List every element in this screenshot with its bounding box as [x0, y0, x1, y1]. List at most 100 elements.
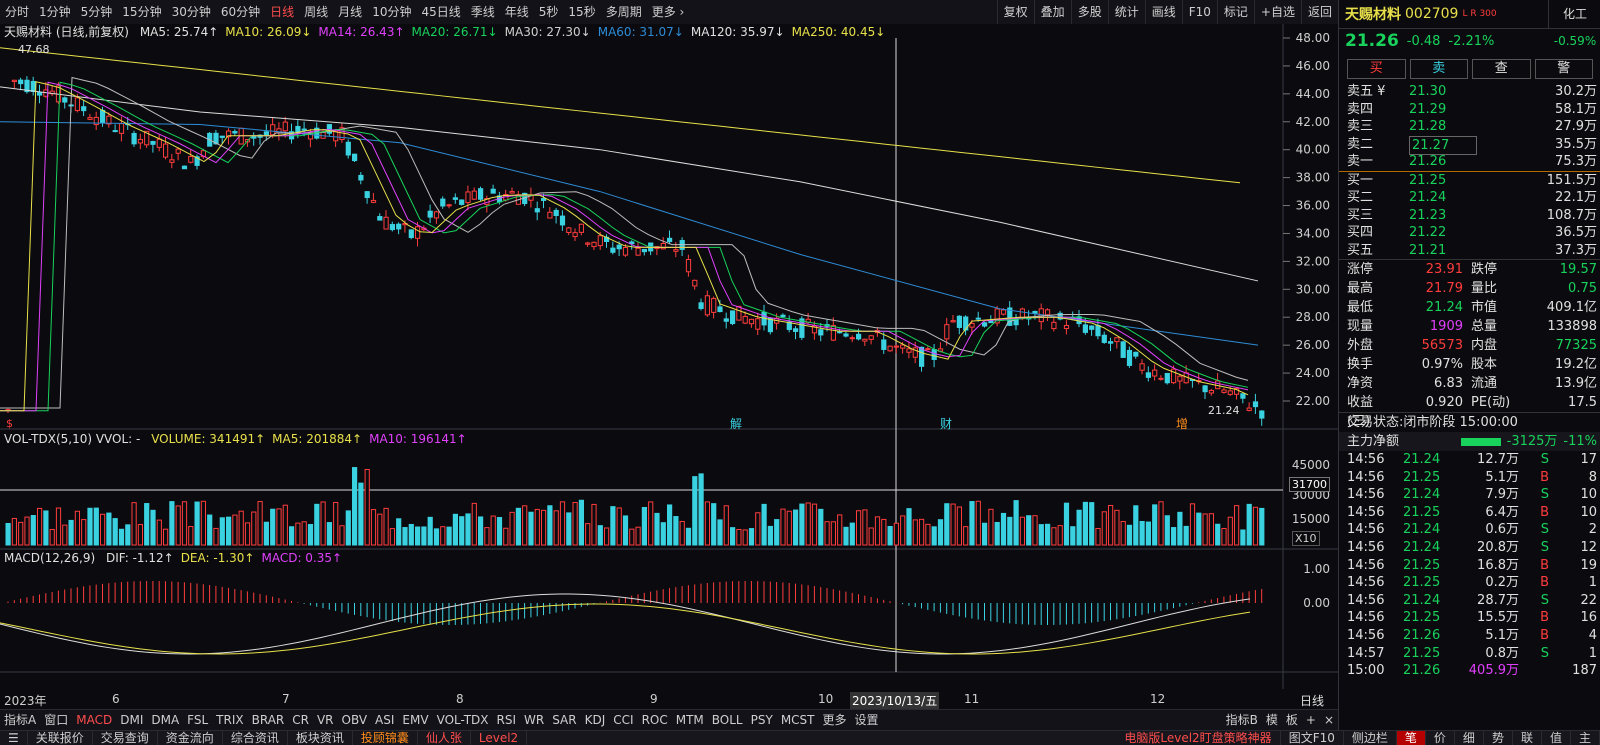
period-tab[interactable]: 多周期	[605, 5, 642, 19]
order-level[interactable]: 买三 21.23 108.7万	[1339, 207, 1600, 225]
indicator-tab[interactable]: DMI	[120, 713, 144, 727]
period-tag[interactable]: 日线	[1300, 694, 1325, 708]
period-tab[interactable]: 5分钟	[80, 5, 113, 19]
sell-button[interactable]: 卖	[1409, 59, 1468, 79]
indicator-tab[interactable]: MTM	[675, 713, 704, 727]
order-level[interactable]: 买二 21.24 22.1万	[1339, 189, 1600, 207]
volume-bar	[194, 501, 200, 546]
order-level[interactable]: 买五 21.21 37.3万	[1339, 242, 1600, 260]
alert-button[interactable]: 警	[1534, 59, 1593, 79]
toolbar-button[interactable]: 标记	[1216, 0, 1254, 24]
indicator-tab[interactable]: ASI	[375, 713, 395, 727]
indicator-tab[interactable]: 设置	[854, 713, 879, 727]
period-tab[interactable]: 周线	[304, 5, 329, 19]
status-right-link[interactable]: 图文F10	[1281, 731, 1344, 745]
status-right-link[interactable]: 侧边栏	[1344, 731, 1397, 745]
indicator-tab[interactable]: SAR	[552, 713, 577, 727]
status-link[interactable]: 关联报价	[28, 731, 93, 745]
side-tab[interactable]: 笔	[1396, 731, 1426, 745]
indicator-tab[interactable]: 指标A	[4, 713, 37, 727]
side-tab[interactable]: 势	[1484, 731, 1513, 745]
period-tab[interactable]: 60分钟	[220, 5, 261, 19]
indicator-tab[interactable]: MACD	[76, 713, 113, 727]
status-link[interactable]: 交易查询	[93, 731, 158, 745]
indicator-tab[interactable]: 更多	[822, 713, 847, 727]
period-tab[interactable]: 5秒	[538, 5, 559, 19]
order-level[interactable]: 卖三 21.28 27.9万	[1339, 118, 1600, 136]
toolbar-button[interactable]: 返回	[1300, 0, 1338, 24]
status-link[interactable]: 资金流向	[158, 731, 223, 745]
industry-name[interactable]: 化工	[1548, 0, 1600, 28]
period-tab[interactable]: 日线	[270, 5, 295, 19]
indicator-tab[interactable]: PSY	[750, 713, 773, 727]
side-tab[interactable]: 细	[1455, 731, 1484, 745]
status-advisor[interactable]: 投顾锦囊	[353, 731, 418, 745]
indicator-tab[interactable]: VOL-TDX	[436, 713, 489, 727]
indicator-tab[interactable]: EMV	[402, 713, 429, 727]
indicator-right-tab[interactable]: 指标B	[1225, 713, 1258, 727]
indicator-tab[interactable]: DMA	[151, 713, 180, 727]
main-flow-row[interactable]: 主力净额 -3125万 -11%	[1339, 432, 1600, 451]
period-tab[interactable]: 15分钟	[122, 5, 162, 19]
side-tab[interactable]: 联	[1513, 731, 1542, 745]
indicator-right-tab[interactable]: 板	[1285, 713, 1298, 727]
side-tab[interactable]: 值	[1542, 731, 1571, 745]
event-marker-report[interactable]: 财	[940, 417, 953, 431]
order-level[interactable]: 卖五 ¥ 21.30 30.2万	[1339, 83, 1600, 101]
period-tab[interactable]: 10分钟	[372, 5, 412, 19]
status-ad[interactable]: 电脑版Level2盯盘策略神器	[1116, 731, 1281, 745]
period-tab[interactable]: 更多 ›	[651, 5, 685, 19]
indicator-right-tab[interactable]: ×	[1323, 713, 1334, 727]
indicator-right-tab[interactable]: +	[1305, 713, 1316, 727]
indicator-tab[interactable]: RSI	[496, 713, 517, 727]
status-menu-icon[interactable]: ☰	[0, 731, 28, 745]
period-tab[interactable]: 15秒	[568, 5, 596, 19]
period-tab[interactable]: 年线	[504, 5, 529, 19]
period-tab[interactable]: 季线	[470, 5, 495, 19]
period-tab[interactable]: 分时	[5, 5, 30, 19]
side-tab[interactable]: 价	[1426, 731, 1455, 745]
order-level[interactable]: 买一 21.25 151.5万	[1339, 172, 1600, 190]
indicator-tab[interactable]: TRIX	[216, 713, 244, 727]
order-level[interactable]: 卖二 21.27 35.5万	[1339, 135, 1600, 155]
toolbar-button[interactable]: 多股	[1070, 0, 1108, 24]
indicator-right-tab[interactable]: 模	[1265, 713, 1278, 727]
buy-button[interactable]: 买	[1347, 59, 1406, 79]
toolbar-button[interactable]: 复权	[996, 0, 1034, 24]
status-link[interactable]: 综合资讯	[223, 731, 288, 745]
status-link[interactable]: 板块资讯	[288, 731, 353, 745]
order-level[interactable]: 卖四 21.29 58.1万	[1339, 101, 1600, 119]
event-marker-unlock[interactable]: 解	[730, 417, 743, 431]
indicator-tab[interactable]: CR	[292, 713, 309, 727]
query-button[interactable]: 查	[1472, 59, 1531, 79]
indicator-tab[interactable]: OBV	[341, 713, 368, 727]
indicator-tab[interactable]: KDJ	[584, 713, 606, 727]
period-tab[interactable]: 1分钟	[39, 5, 71, 19]
order-level[interactable]: 卖一 21.26 75.3万	[1339, 153, 1600, 171]
indicator-tab[interactable]: WR	[524, 713, 545, 727]
period-tab[interactable]: 30分钟	[171, 5, 211, 19]
indicator-tab[interactable]: 窗口	[44, 713, 69, 727]
toolbar-button[interactable]: 统计	[1107, 0, 1145, 24]
indicator-tab[interactable]: ROC	[641, 713, 668, 727]
order-level[interactable]: 买四 21.22 36.5万	[1339, 224, 1600, 242]
period-tab[interactable]: 45日线	[421, 5, 461, 19]
indicator-tab[interactable]: FSL	[187, 713, 209, 727]
event-marker-increase[interactable]: 增	[1176, 417, 1189, 431]
indicator-tab[interactable]: BOLL	[711, 713, 743, 727]
period-tab[interactable]: 月线	[338, 5, 363, 19]
toolbar-button[interactable]: F10	[1181, 0, 1217, 24]
side-tab[interactable]: 主	[1571, 731, 1600, 745]
toolbar-button[interactable]: 画线	[1144, 0, 1182, 24]
indicator-tab[interactable]: BRAR	[251, 713, 285, 727]
tick-list[interactable]: 14:56 21.24 12.7万 S 17 14:56 21.25 5.1万 B 8 14:56 2…	[1339, 451, 1600, 680]
indicator-tab[interactable]: MCST	[780, 713, 815, 727]
status-red-link[interactable]: 仙人张	[418, 731, 471, 745]
chart-area[interactable]: 48.00 46.00 44.00 42.00 40.00 38.00 36.00 34.00…	[0, 24, 1338, 716]
indicator-tab[interactable]: VR	[316, 713, 334, 727]
status-red-link[interactable]: Level2	[471, 731, 528, 745]
kline-chart[interactable]: 48.00 46.00 44.00 42.00 40.00 38.00 36.00 34.00…	[0, 24, 1338, 709]
toolbar-button[interactable]: 叠加	[1033, 0, 1071, 24]
indicator-tab[interactable]: CCI	[613, 713, 634, 727]
toolbar-button[interactable]: +自选	[1253, 0, 1301, 24]
